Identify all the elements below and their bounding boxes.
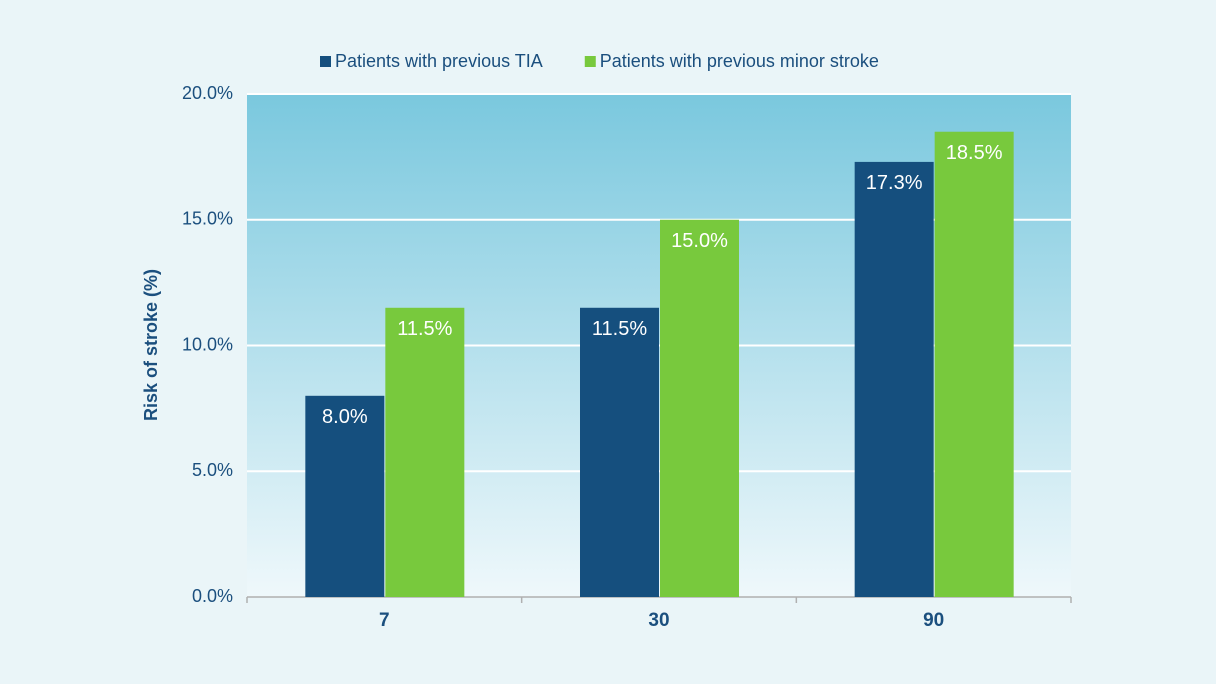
y-tick-label: 15.0% <box>182 209 233 229</box>
legend-label: Patients with previous minor stroke <box>600 51 879 71</box>
legend-swatch <box>584 56 596 67</box>
bar <box>934 131 1014 597</box>
data-label: 17.3% <box>866 172 923 194</box>
x-tick-label: 90 <box>923 610 944 631</box>
y-tick-label: 20.0% <box>182 83 233 103</box>
bar <box>854 161 934 597</box>
y-tick-label: 10.0% <box>182 334 233 354</box>
data-label: 11.5% <box>592 318 647 340</box>
bar <box>385 307 465 597</box>
data-label: 8.0% <box>322 406 368 428</box>
bar <box>305 395 385 597</box>
y-tick-label: 0.0% <box>192 586 233 606</box>
bar <box>660 219 739 597</box>
data-label: 15.0% <box>671 230 728 252</box>
x-tick-label: 7 <box>379 610 390 631</box>
legend-swatch <box>320 56 331 67</box>
y-axis-label: Risk of stroke (%) <box>141 269 161 421</box>
data-label: 18.5% <box>946 142 1003 164</box>
legend-label: Patients with previous TIA <box>335 51 543 71</box>
x-tick-label: 30 <box>648 610 669 631</box>
data-label: 11.5% <box>397 318 452 340</box>
y-tick-label: 5.0% <box>192 460 233 480</box>
bar <box>580 307 659 597</box>
